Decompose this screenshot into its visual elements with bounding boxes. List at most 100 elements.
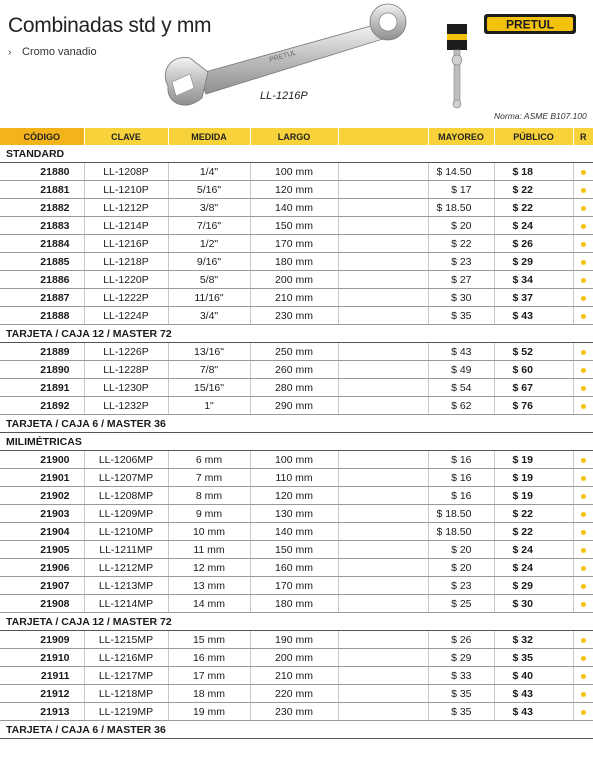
indicator-dot-icon [580, 475, 586, 481]
publico-cell: $ 34 [494, 270, 574, 289]
clave-cell: LL-1213MP [84, 576, 169, 595]
r-cell [573, 666, 593, 685]
table-row: 21892 LL-1232P 1" 290 mm $ 62 $ 76 [0, 396, 593, 415]
r-cell [573, 360, 593, 379]
medida-cell: 7 mm [168, 468, 251, 487]
publico-cell: $ 19 [494, 450, 574, 469]
table-row: 21901 LL-1207MP 7 mm 110 mm $ 16 $ 19 [0, 468, 593, 487]
blank-cell [338, 594, 429, 613]
section-label: STANDARD [0, 145, 593, 163]
table-row: 21880 LL-1208P 1/4" 100 mm $ 14.50 $ 18 [0, 162, 593, 181]
indicator-dot-icon [580, 493, 586, 499]
section-row: MILIMÉTRICAS [0, 432, 593, 451]
publico-cell: $ 24 [494, 558, 574, 577]
clave-cell: LL-1218P [84, 252, 169, 271]
indicator-dot-icon [580, 385, 586, 391]
publico-cell: $ 52 [494, 342, 574, 361]
table-row: 21911 LL-1217MP 17 mm 210 mm $ 33 $ 40 [0, 666, 593, 685]
indicator-dot-icon [580, 601, 586, 607]
blank-cell [338, 576, 429, 595]
col-header-publico: PÚBLICO [494, 128, 574, 145]
blank-cell [338, 216, 429, 235]
largo-cell: 250 mm [250, 342, 339, 361]
indicator-dot-icon [580, 565, 586, 571]
largo-cell: 110 mm [250, 468, 339, 487]
indicator-dot-icon [580, 691, 586, 697]
clave-cell: LL-1209MP [84, 504, 169, 523]
blank-cell [338, 702, 429, 721]
r-cell [573, 162, 593, 181]
model-label: LL-1216P [260, 90, 308, 102]
r-cell [573, 198, 593, 217]
largo-cell: 100 mm [250, 162, 339, 181]
code-cell: 21901 [0, 468, 85, 487]
mayoreo-cell: $ 54 [428, 378, 495, 397]
largo-cell: 290 mm [250, 396, 339, 415]
publico-cell: $ 43 [494, 684, 574, 703]
code-cell: 21907 [0, 576, 85, 595]
largo-cell: 120 mm [250, 180, 339, 199]
indicator-dot-icon [580, 313, 586, 319]
table-row: 21906 LL-1212MP 12 mm 160 mm $ 20 $ 24 [0, 558, 593, 577]
blank-cell [338, 540, 429, 559]
largo-cell: 160 mm [250, 558, 339, 577]
indicator-dot-icon [580, 259, 586, 265]
medida-cell: 10 mm [168, 522, 251, 541]
table-row: 21908 LL-1214MP 14 mm 180 mm $ 25 $ 30 [0, 594, 593, 613]
publico-cell: $ 29 [494, 576, 574, 595]
r-cell [573, 270, 593, 289]
col-header-blank [338, 128, 429, 145]
mayoreo-cell: $ 30 [428, 288, 495, 307]
col-header-mayoreo: MAYOREO [428, 128, 495, 145]
indicator-dot-icon [580, 241, 586, 247]
r-cell [573, 180, 593, 199]
blank-cell [338, 558, 429, 577]
clave-cell: LL-1219MP [84, 702, 169, 721]
section-label: TARJETA / CAJA 12 / MASTER 72 [0, 324, 593, 343]
table-row: 21907 LL-1213MP 13 mm 170 mm $ 23 $ 29 [0, 576, 593, 595]
clave-cell: LL-1218MP [84, 684, 169, 703]
clave-cell: LL-1226P [84, 342, 169, 361]
r-cell [573, 594, 593, 613]
clave-cell: LL-1220P [84, 270, 169, 289]
mayoreo-cell: $ 49 [428, 360, 495, 379]
code-cell: 21881 [0, 180, 85, 199]
blank-cell [338, 378, 429, 397]
publico-cell: $ 19 [494, 486, 574, 505]
largo-cell: 150 mm [250, 216, 339, 235]
largo-cell: 150 mm [250, 540, 339, 559]
clave-cell: LL-1208MP [84, 486, 169, 505]
mayoreo-cell: $ 20 [428, 216, 495, 235]
largo-cell: 260 mm [250, 360, 339, 379]
indicator-dot-icon [580, 547, 586, 553]
publico-cell: $ 30 [494, 594, 574, 613]
indicator-dot-icon [580, 457, 586, 463]
clave-cell: LL-1211MP [84, 540, 169, 559]
indicator-dot-icon [580, 583, 586, 589]
logo-text: PRETUL [506, 18, 554, 32]
largo-cell: 200 mm [250, 648, 339, 667]
code-cell: 21880 [0, 162, 85, 181]
medida-cell: 9 mm [168, 504, 251, 523]
table-row: 21909 LL-1215MP 15 mm 190 mm $ 26 $ 32 [0, 630, 593, 649]
table-row: 21884 LL-1216P 1/2" 170 mm $ 22 $ 26 [0, 234, 593, 253]
table-row: 21881 LL-1210P 5/16" 120 mm $ 17 $ 22 [0, 180, 593, 199]
mayoreo-cell: $ 26 [428, 630, 495, 649]
clave-cell: LL-1214P [84, 216, 169, 235]
mayoreo-cell: $ 33 [428, 666, 495, 685]
page-header: Combinadas std y mm › Cromo vanadio PRETU… [0, 0, 593, 128]
publico-cell: $ 22 [494, 198, 574, 217]
largo-cell: 200 mm [250, 270, 339, 289]
table-header-row: CÓDIGO CLAVE MEDIDA LARGO MAYOREO PÚBLIC… [0, 128, 593, 145]
mayoreo-cell: $ 14.50 [428, 162, 495, 181]
blank-cell [338, 666, 429, 685]
r-cell [573, 216, 593, 235]
largo-cell: 120 mm [250, 486, 339, 505]
r-cell [573, 702, 593, 721]
blank-cell [338, 234, 429, 253]
r-cell [573, 234, 593, 253]
code-cell: 21888 [0, 306, 85, 325]
r-cell [573, 342, 593, 361]
r-cell [573, 252, 593, 271]
section-row: TARJETA / CAJA 6 / MASTER 36 [0, 720, 593, 739]
